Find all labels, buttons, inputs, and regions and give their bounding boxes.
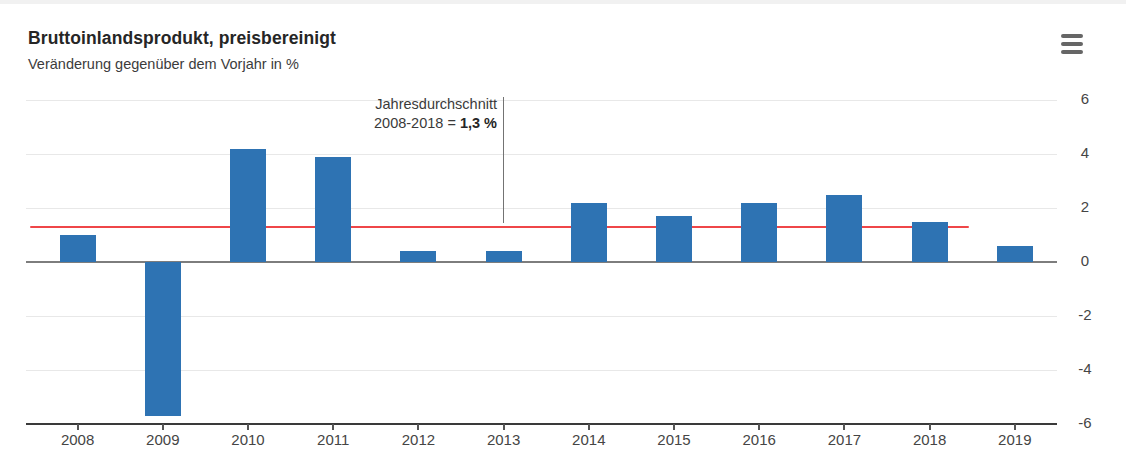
x-axis-line [26, 423, 1057, 425]
x-axis-tick [417, 424, 419, 430]
y-tick-label: -2 [1068, 306, 1102, 323]
annotation-line2-prefix: 2008-2018 = [374, 115, 460, 131]
x-axis-tick [758, 424, 760, 430]
x-axis-tick [1014, 424, 1016, 430]
gridline [26, 154, 1057, 155]
annotation-pointer-line [503, 97, 504, 223]
x-tick-label-2014: 2014 [554, 431, 624, 448]
x-tick-label-2019: 2019 [980, 431, 1050, 448]
gridline [26, 100, 1057, 101]
chart-subtitle: Veränderung gegenüber dem Vorjahr in % [28, 56, 299, 72]
x-tick-label-2008: 2008 [43, 431, 113, 448]
x-axis-tick [332, 424, 334, 430]
chart-bar-2015[interactable] [656, 216, 692, 262]
y-tick-label: 2 [1068, 198, 1102, 215]
chart-bar-2013[interactable] [486, 251, 522, 262]
x-axis-tick [588, 424, 590, 430]
chart-bar-2017[interactable] [826, 195, 862, 263]
x-tick-label-2011: 2011 [298, 431, 368, 448]
chart-bar-2010[interactable] [230, 149, 266, 262]
x-tick-label-2009: 2009 [128, 431, 198, 448]
plot-area: 2008200920102011201220132014201520162017… [26, 100, 1057, 424]
x-tick-label-2015: 2015 [639, 431, 709, 448]
menu-bar-top [1061, 34, 1083, 38]
x-axis-tick [247, 424, 249, 430]
x-axis-tick [77, 424, 79, 430]
x-tick-label-2017: 2017 [809, 431, 879, 448]
y-tick-label: -6 [1068, 414, 1102, 431]
y-tick-label: 6 [1068, 90, 1102, 107]
chart-bar-2009[interactable] [145, 262, 181, 416]
average-annotation: Jahresdurchschnitt 2008-2018 = 1,3 % [374, 95, 497, 133]
x-axis-tick [843, 424, 845, 430]
x-axis-tick [503, 424, 505, 430]
menu-bar-middle [1061, 42, 1083, 46]
chart-bar-2008[interactable] [60, 235, 96, 262]
x-axis-tick [162, 424, 164, 430]
x-axis-tick [673, 424, 675, 430]
x-tick-label-2012: 2012 [383, 431, 453, 448]
y-tick-label: 0 [1068, 252, 1102, 269]
chart-bar-2018[interactable] [912, 222, 948, 263]
chart-bar-2012[interactable] [400, 251, 436, 262]
menu-bar-bottom [1061, 50, 1083, 54]
chart-bar-2019[interactable] [997, 246, 1033, 262]
chart-bar-2014[interactable] [571, 203, 607, 262]
annotation-average-value: 1,3 % [460, 115, 497, 131]
chart-bar-2016[interactable] [741, 203, 777, 262]
chart-title: Bruttoinlandsprodukt, preisbereinigt [28, 28, 336, 49]
x-tick-label-2018: 2018 [895, 431, 965, 448]
x-tick-label-2013: 2013 [469, 431, 539, 448]
annotation-line1: Jahresdurchschnitt [375, 96, 497, 112]
chart-widget: Bruttoinlandsprodukt, preisbereinigt Ver… [0, 0, 1126, 470]
x-axis-tick [929, 424, 931, 430]
hamburger-menu-icon[interactable] [1060, 33, 1084, 55]
x-tick-label-2010: 2010 [213, 431, 283, 448]
top-divider [0, 0, 1126, 4]
y-tick-label: -4 [1068, 360, 1102, 377]
chart-bar-2011[interactable] [315, 157, 351, 262]
gridline [26, 208, 1057, 209]
y-tick-label: 4 [1068, 144, 1102, 161]
x-tick-label-2016: 2016 [724, 431, 794, 448]
